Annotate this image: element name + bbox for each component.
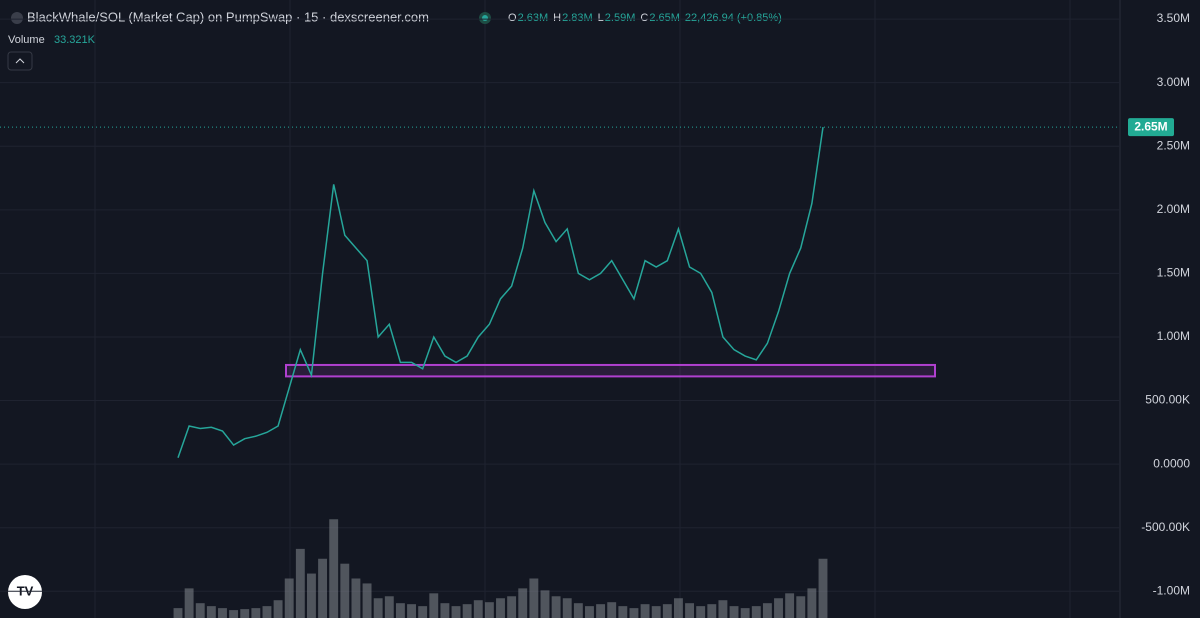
ohlc-label: L: [598, 12, 604, 24]
volume-bar: [351, 578, 361, 618]
volume-bar: [762, 603, 772, 618]
volume-bar: [473, 600, 483, 618]
logo[interactable]: [8, 575, 42, 609]
volume-bar: [395, 603, 405, 618]
volume-bar: [562, 598, 572, 618]
volume-bar: [496, 598, 505, 618]
volume-bar: [740, 608, 750, 618]
volume-bar: [796, 596, 806, 618]
volume-bar: [273, 600, 283, 618]
volume-bar: [507, 596, 517, 618]
volume-bar: [229, 610, 239, 618]
y-tick-label: 2.00M: [1157, 202, 1190, 216]
volume-bar: [540, 590, 550, 618]
price-line: [177, 127, 824, 459]
change: 22,426.94 (+0.85%): [685, 12, 782, 24]
y-tick-label: 2.50M: [1157, 138, 1190, 152]
volume-bar: [729, 606, 739, 618]
y-tick-label: 3.50M: [1157, 11, 1190, 25]
volume-bar: [607, 602, 617, 618]
volume-bar: [440, 603, 450, 618]
volume-bar: [407, 604, 416, 618]
volume-bar: [451, 606, 461, 618]
volume-bar: [629, 608, 639, 618]
volume-bar: [173, 608, 183, 618]
volume-bar: [251, 608, 261, 618]
volume-bar: [585, 606, 594, 618]
volume-bar: [362, 583, 372, 618]
ohlc-label: O: [508, 12, 517, 24]
volume-bar: [707, 604, 717, 618]
volume-bar: [429, 593, 439, 618]
volume-bar: [262, 606, 272, 618]
volume-bar: [373, 598, 383, 618]
volume-bar: [785, 593, 795, 618]
y-tick-label: -1.00M: [1153, 583, 1190, 597]
volume-bar: [284, 578, 294, 618]
volume-bar: [518, 588, 528, 618]
last-price-label: 2.65M: [1134, 119, 1167, 133]
ohlc-label: C: [640, 12, 648, 24]
chart-title: BlackWhale/SOL (Market Cap) on PumpSwap …: [27, 9, 429, 24]
ohlc-label: H: [553, 12, 561, 24]
y-tick-label: 3.00M: [1157, 75, 1190, 89]
volume-bar: [718, 600, 728, 618]
ohlc-value: 2.83M: [562, 12, 593, 24]
volume-bar: [529, 578, 539, 618]
volume-bar: [596, 604, 606, 618]
volume-bar: [195, 603, 205, 618]
volume-bar: [318, 558, 328, 618]
support-zone: [285, 363, 936, 378]
volume-bar: [307, 573, 316, 618]
volume-bar: [807, 588, 817, 618]
vertical-grid: [94, 0, 1071, 618]
volume-bar: [573, 603, 583, 618]
volume-bar: [696, 606, 706, 618]
volume-bar: [774, 598, 783, 618]
volume-bar: [651, 606, 661, 618]
volume-value: 33.321K: [54, 34, 96, 46]
volume-bar: [685, 603, 694, 618]
volume-bar: [184, 588, 194, 618]
volume-label: Volume: [8, 34, 45, 46]
volume-bar: [240, 609, 250, 618]
volume-bar: [751, 606, 761, 618]
volume-bar: [618, 606, 628, 618]
collapse-icon: [15, 58, 25, 64]
volume-bar: [662, 604, 672, 618]
volume-bar: [462, 604, 472, 618]
y-tick-label: 500.00K: [1145, 393, 1190, 407]
ohlc-value: 2.63M: [518, 12, 549, 24]
volume-bar: [340, 563, 350, 618]
y-tick-label: 1.00M: [1157, 329, 1190, 343]
ohlc-value: 2.65M: [649, 12, 680, 24]
y-tick-label: -500.00K: [1141, 520, 1190, 534]
volume-bar: [551, 596, 561, 618]
volume-bar: [295, 548, 305, 618]
y-tick-label: 1.50M: [1157, 266, 1190, 280]
last-price-badge: [1128, 118, 1174, 137]
volume-bar: [673, 598, 683, 618]
volume-bar: [206, 606, 216, 618]
status-dot: [482, 15, 488, 21]
volume-bar: [218, 608, 227, 618]
volume-bar: [640, 604, 650, 618]
volume-bar: [329, 519, 339, 618]
token-icon: [11, 12, 23, 24]
y-tick-label: 0.0000: [1153, 456, 1190, 470]
volume-bar: [484, 602, 494, 618]
ohlc-value: 2.59M: [605, 12, 636, 24]
volume-bar: [384, 596, 394, 618]
volume-bar: [418, 606, 428, 618]
volume-bar: [818, 558, 828, 618]
collapse-button[interactable]: [7, 51, 33, 71]
